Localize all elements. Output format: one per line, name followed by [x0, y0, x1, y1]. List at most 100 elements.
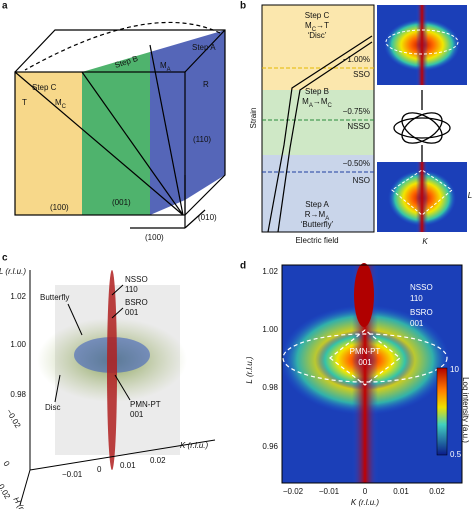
- phase-label: T: [22, 98, 27, 107]
- step-shape: ‘Disc’: [307, 31, 326, 40]
- map-ellipse: [385, 29, 459, 55]
- step-name: Step C: [305, 11, 330, 20]
- direction-label: (100): [145, 233, 164, 242]
- panel-letter: b: [240, 1, 246, 12]
- region-step-b: [82, 52, 150, 215]
- strain-label: −0.75%: [343, 107, 370, 116]
- disc-ellipse: [282, 333, 448, 383]
- tick-label: 1.02: [10, 292, 26, 301]
- annotation: PMN-PT: [350, 347, 381, 356]
- substrate-label: NSSO: [347, 122, 370, 131]
- text-segment: C: [62, 104, 67, 110]
- pointers: [54, 284, 131, 403]
- y-tick-label: 0.96: [262, 442, 278, 451]
- step-transition: R→MA: [305, 210, 329, 221]
- substrate-label: NSO: [353, 176, 370, 185]
- x-tick-label: 0.01: [393, 487, 409, 496]
- axis-label: L: [468, 191, 472, 200]
- tick-label: −0.01: [62, 470, 83, 479]
- band-step-b: [262, 90, 374, 155]
- step-transition: MA→MC: [302, 97, 332, 108]
- text-segment: →M: [313, 97, 328, 106]
- text-segment: M: [305, 21, 312, 30]
- annotation: 001: [125, 308, 139, 317]
- colorbar-tick: 0.5: [450, 450, 462, 459]
- substrate-label: SSO: [353, 70, 370, 79]
- text-segment: M: [302, 97, 309, 106]
- annotation: 110: [125, 285, 138, 294]
- annotation: BSRO: [125, 298, 148, 307]
- panel-letter: c: [2, 253, 8, 264]
- step-name: Step A: [305, 200, 329, 209]
- hysteresis-curve: [267, 35, 373, 233]
- tick-label: 0: [97, 465, 102, 474]
- axis-label: L (r.l.u.): [245, 356, 254, 383]
- text-segment: A: [167, 67, 171, 73]
- x-tick-label: −0.02: [283, 487, 304, 496]
- text-segment: R→M: [305, 210, 326, 219]
- y-tick-label: 1.02: [262, 267, 278, 276]
- map-ellipse: [391, 169, 453, 216]
- heatmap-peak: [354, 263, 374, 327]
- axis-label: K (r.l.u.): [351, 498, 379, 507]
- panel-b: b Step C MC→T ‘Disc’ Step B MA→MC Step A…: [240, 1, 472, 246]
- text-segment: M: [55, 98, 62, 107]
- x-tick-label: 0.02: [429, 487, 445, 496]
- text-segment: C: [328, 103, 333, 109]
- phase-label: MC: [55, 98, 67, 109]
- text-segment: C: [312, 27, 317, 33]
- plot-frame: [281, 264, 463, 484]
- substrate-rod: [107, 270, 117, 470]
- tick-label: 0.01: [120, 461, 136, 470]
- direction-label: (110): [193, 135, 211, 144]
- tick-label: 0: [1, 460, 11, 469]
- axis-label: Electric field: [295, 236, 338, 245]
- text-segment: →T: [316, 21, 329, 30]
- tick-label: 0.98: [10, 390, 26, 399]
- cube: [14, 21, 226, 229]
- tick-label: 0.02: [0, 483, 12, 501]
- strain-label: −0.50%: [343, 159, 370, 168]
- axis-label: K: [422, 237, 428, 246]
- x-tick-label: −0.01: [319, 487, 340, 496]
- y-tick-label: 0.98: [262, 383, 278, 392]
- annotation: 110: [410, 294, 423, 303]
- plot-frame: [261, 4, 375, 233]
- colorbar-label: Log intensity (a.u.): [461, 377, 470, 443]
- tick-label: 0.02: [150, 456, 166, 465]
- panel-c: c L (r.l.u.) 1.02 1.00 0.98 −0.01 0 0.01…: [0, 253, 216, 514]
- panel-d: d 10 0.5 Log intensity (a.u.) 1.02 1.00 …: [240, 261, 470, 507]
- panel-letter: a: [2, 1, 8, 12]
- axis-label: K (r.l.u.): [180, 441, 208, 450]
- colorbar-tick: 10: [450, 365, 459, 374]
- step-name: Step B: [305, 87, 329, 96]
- text-segment: M: [160, 61, 167, 70]
- direction-label: (100): [50, 203, 69, 212]
- step-shape: ‘Butterfly’: [301, 220, 334, 229]
- map-streak: [416, 5, 428, 85]
- annotation: 001: [410, 319, 424, 328]
- step-label: Step A: [192, 43, 216, 52]
- annotation: Butterfly: [40, 293, 69, 302]
- map-streak: [416, 162, 428, 232]
- annotation: Disc: [45, 403, 61, 412]
- annotation: 001: [130, 410, 144, 419]
- phase-label: MA: [160, 61, 171, 72]
- strain-label: −1.00%: [343, 55, 370, 64]
- axis-label: Strain: [249, 108, 258, 129]
- tick-label: −0.02: [4, 408, 22, 431]
- axis-label: L (r.l.u.): [0, 267, 26, 276]
- step-label: Step C: [32, 83, 57, 92]
- annotation: BSRO: [410, 308, 433, 317]
- panel-letter: d: [240, 261, 246, 272]
- colorbar: [436, 367, 448, 456]
- direction-label: (001): [112, 198, 131, 207]
- butterfly-outline: [329, 329, 401, 386]
- region-step-c: [15, 72, 82, 215]
- annotation: NSSO: [410, 283, 433, 292]
- y-tick-label: 1.00: [262, 325, 278, 334]
- tick-label: 1.00: [10, 340, 26, 349]
- axes-3d: [19, 270, 216, 506]
- region-step-a: [150, 30, 225, 215]
